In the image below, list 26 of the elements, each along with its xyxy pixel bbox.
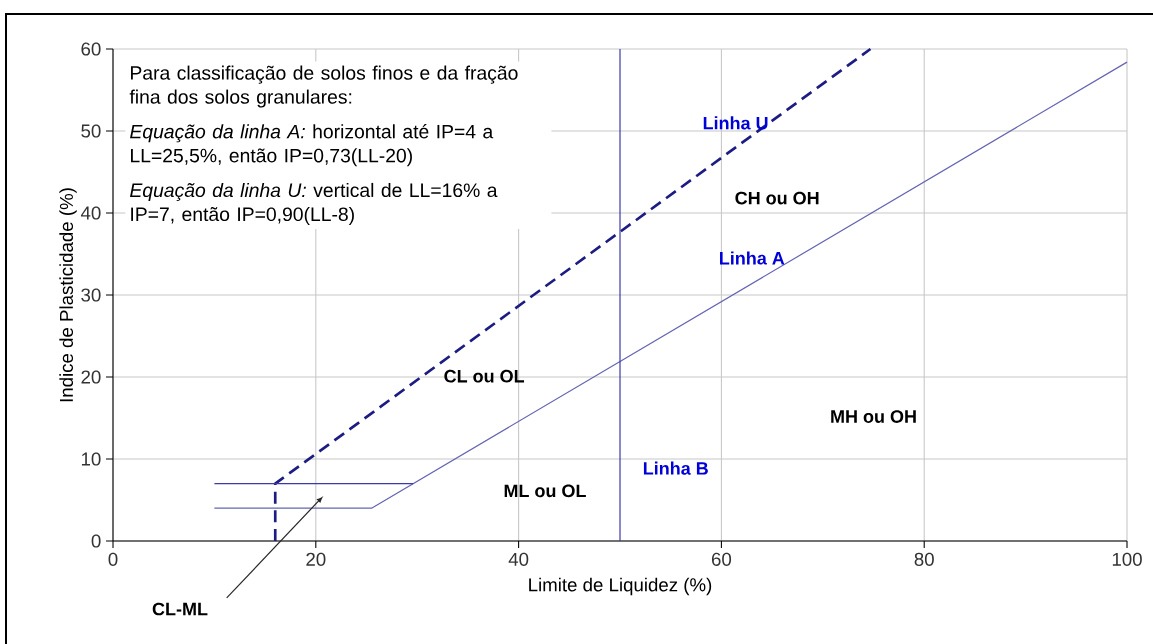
y-axis-title: Indice de Plasticidade (%)	[59, 188, 77, 402]
x-tick-label: 100	[1112, 552, 1142, 566]
y-tick-label: 30	[81, 288, 101, 302]
x-tick-label: 20	[306, 552, 326, 566]
x-tick-label: 0	[108, 552, 118, 566]
x-tick-label: 40	[508, 552, 529, 566]
x-axis-title: Limite de Liquidez (%)	[529, 577, 712, 596]
annotation: Para classificação de solos finos e da fração fina dos solos granulares:	[129, 65, 518, 108]
annotation: ML ou OL	[504, 484, 586, 498]
text: CL-ML	[152, 602, 208, 616]
y-tick-label: 40	[80, 206, 101, 220]
y-tick-label: 0	[91, 534, 101, 548]
series-label: Linha B	[643, 461, 708, 475]
annotation: CH ou OH	[735, 191, 819, 205]
series-label: Linha A	[720, 251, 785, 265]
y-tick-label: 50	[81, 124, 101, 138]
x-tick-label: 60	[711, 552, 732, 566]
annotation: MH ou OH	[831, 410, 916, 423]
y-tick-label: 60	[81, 42, 101, 56]
annotation: Equação da linha U: vertical de LL=16% a IP=7, então IP=0,90(LL-8)	[130, 182, 498, 225]
annotation: Equação da linha A: horizontal até IP=4 a LL=25,5%, então IP=0,73(LL-20)	[130, 124, 494, 167]
annotation: CL ou OL	[444, 369, 525, 383]
y-tick-label: 20	[81, 370, 101, 384]
x-tick-label: 80	[914, 552, 934, 566]
series-label: Linha U	[703, 116, 768, 130]
y-tick-label: 10	[81, 452, 101, 466]
